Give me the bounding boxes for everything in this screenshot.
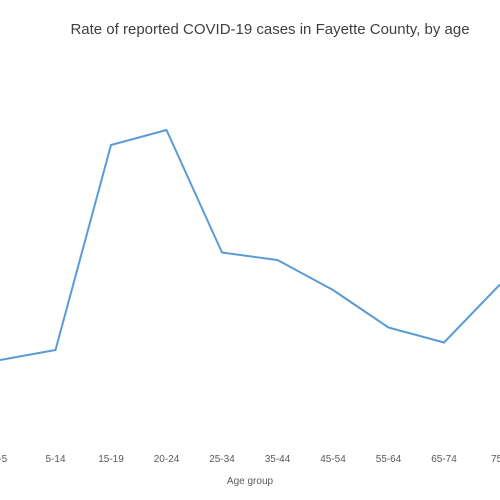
x-tick-label: 5-14 — [45, 454, 65, 465]
x-tick-label: 55-64 — [376, 454, 402, 465]
series-line-0 — [0, 129, 500, 361]
x-tick-label: 15-19 — [98, 454, 124, 465]
x-axis-ticks: 0-5 5-14 15-19 20-24 25-34 35-44 45-54 55-64 65-… — [0, 454, 500, 465]
x-tick-label: 65-74 — [431, 454, 457, 465]
x-tick-label: 0-5 — [0, 454, 8, 465]
x-axis-title: Age group — [227, 476, 274, 487]
x-tick-label: 35-44 — [265, 454, 291, 465]
x-tick-label: 25-34 — [209, 454, 235, 465]
chart-title: Rate of reported COVID-19 cases in Fayet… — [70, 21, 469, 38]
x-tick-label: 45-54 — [320, 454, 346, 465]
series-layer — [0, 129, 500, 361]
x-tick-label: 20-24 — [154, 454, 180, 465]
x-tick-label: 75+ — [491, 454, 500, 465]
